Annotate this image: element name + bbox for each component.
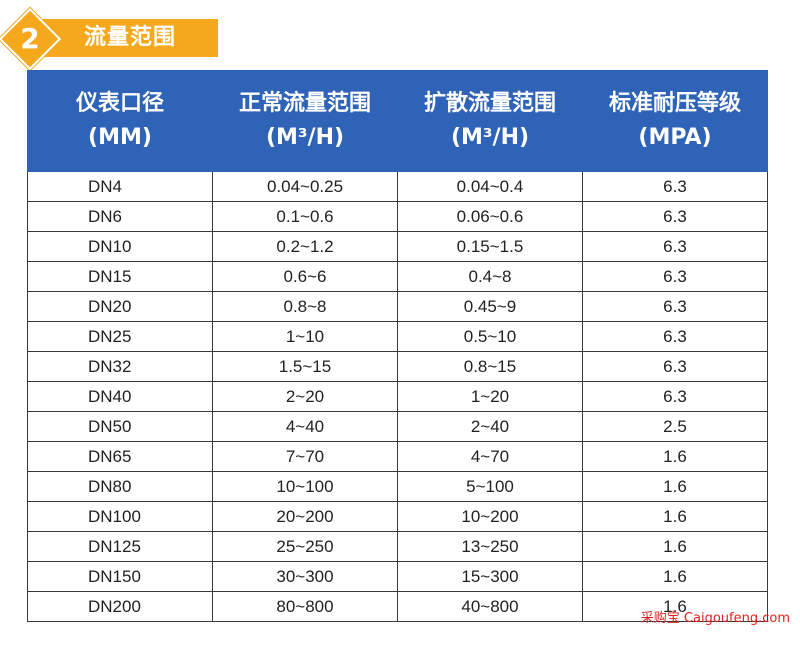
table-row: DN40 2~20 1~20 6.3 (27, 381, 768, 412)
cell-normal-flow: 20~200 (212, 501, 398, 532)
cell-caliber: DN40 (27, 381, 213, 412)
cell-extended-flow: 2~40 (397, 411, 583, 442)
header-normal-flow-label: 正常流量范围 (238, 91, 371, 116)
cell-pressure-rating: 1.6 (582, 531, 768, 562)
cell-pressure-rating: 6.3 (582, 321, 768, 352)
header-extended-flow-unit: (M³/H) (450, 125, 530, 150)
cell-pressure-rating: 1.6 (582, 441, 768, 472)
table-row: DN65 7~70 4~70 1.6 (27, 441, 768, 472)
cell-pressure-rating: 6.3 (582, 351, 768, 382)
cell-extended-flow: 4~70 (397, 441, 583, 472)
table-row: DN80 10~100 5~100 1.6 (27, 471, 768, 502)
cell-extended-flow: 0.8~15 (397, 351, 583, 382)
cell-pressure-rating: 6.3 (582, 381, 768, 412)
cell-extended-flow: 40~800 (397, 591, 583, 622)
cell-pressure-rating: 6.3 (582, 261, 768, 292)
cell-normal-flow: 10~100 (212, 471, 398, 502)
cell-extended-flow: 0.45~9 (397, 291, 583, 322)
cell-caliber: DN150 (27, 561, 213, 592)
cell-caliber: DN200 (27, 591, 213, 622)
cell-caliber: DN10 (27, 231, 213, 262)
table-row: DN150 30~300 15~300 1.6 (27, 561, 768, 592)
table-body: DN4 0.04~0.25 0.04~0.4 6.3 DN6 0.1~0.6 0.06~0.… (27, 171, 768, 622)
cell-pressure-rating: 6.3 (582, 171, 768, 202)
cell-pressure-rating: 6.3 (582, 201, 768, 232)
cell-caliber: DN25 (27, 321, 213, 352)
table-row: DN6 0.1~0.6 0.06~0.6 6.3 (27, 201, 768, 232)
cell-caliber: DN50 (27, 411, 213, 442)
table-row: DN32 1.5~15 0.8~15 6.3 (27, 351, 768, 382)
section-number: 2 (20, 22, 40, 55)
table-row: DN20 0.8~8 0.45~9 6.3 (27, 291, 768, 322)
section-title: 流量范围 (84, 25, 177, 50)
cell-extended-flow: 0.04~0.4 (397, 171, 583, 202)
cell-extended-flow: 13~250 (397, 531, 583, 562)
cell-normal-flow: 7~70 (212, 441, 398, 472)
cell-extended-flow: 0.06~0.6 (397, 201, 583, 232)
cell-normal-flow: 4~40 (212, 411, 398, 442)
header-caliber-label: 仪表口径 (75, 91, 164, 116)
cell-caliber: DN4 (27, 171, 213, 202)
header-pressure-rating-label: 标准耐压等级 (608, 91, 741, 116)
cell-extended-flow: 0.5~10 (397, 321, 583, 352)
cell-normal-flow: 0.2~1.2 (212, 231, 398, 262)
table-row: DN100 20~200 10~200 1.6 (27, 501, 768, 532)
header-extended-flow-label: 扩散流量范围 (423, 91, 556, 116)
table-row: DN25 1~10 0.5~10 6.3 (27, 321, 768, 352)
cell-pressure-rating: 1.6 (582, 471, 768, 502)
table-row: DN50 4~40 2~40 2.5 (27, 411, 768, 442)
header-normal-flow-unit: (M³/H) (265, 125, 345, 150)
cell-normal-flow: 30~300 (212, 561, 398, 592)
cell-extended-flow: 0.4~8 (397, 261, 583, 292)
cell-extended-flow: 15~300 (397, 561, 583, 592)
section-header: 2 流量范围 (0, 7, 220, 71)
cell-pressure-rating: 2.5 (582, 411, 768, 442)
header-extended-flow: 扩散流量范围 (M³/H) (397, 70, 583, 172)
cell-pressure-rating: 6.3 (582, 291, 768, 322)
table-header-row: 仪表口径 (MM) 正常流量范围 (M³/H) 扩散流量范围 (M³/H) 标准… (27, 70, 768, 172)
table-row: DN10 0.2~1.2 0.15~1.5 6.3 (27, 231, 768, 262)
header-pressure-rating: 标准耐压等级 (MPA) (582, 70, 768, 172)
cell-extended-flow: 1~20 (397, 381, 583, 412)
cell-pressure-rating: 1.6 (582, 591, 768, 622)
cell-normal-flow: 2~20 (212, 381, 398, 412)
cell-caliber: DN100 (27, 501, 213, 532)
cell-caliber: DN20 (27, 291, 213, 322)
table-row: DN125 25~250 13~250 1.6 (27, 531, 768, 562)
cell-caliber: DN125 (27, 531, 213, 562)
cell-caliber: DN80 (27, 471, 213, 502)
header-pressure-rating-unit: (MPA) (638, 125, 712, 150)
cell-normal-flow: 1~10 (212, 321, 398, 352)
cell-pressure-rating: 6.3 (582, 231, 768, 262)
cell-caliber: DN32 (27, 351, 213, 382)
header-normal-flow: 正常流量范围 (M³/H) (212, 70, 398, 172)
cell-pressure-rating: 1.6 (582, 501, 768, 532)
cell-extended-flow: 0.15~1.5 (397, 231, 583, 262)
flow-range-table: 仪表口径 (MM) 正常流量范围 (M³/H) 扩散流量范围 (M³/H) 标准… (27, 70, 768, 622)
table-row: DN4 0.04~0.25 0.04~0.4 6.3 (27, 171, 768, 202)
cell-pressure-rating: 1.6 (582, 561, 768, 592)
cell-caliber: DN6 (27, 201, 213, 232)
cell-extended-flow: 5~100 (397, 471, 583, 502)
table-row: DN200 80~800 40~800 1.6 (27, 591, 768, 622)
cell-normal-flow: 25~250 (212, 531, 398, 562)
cell-normal-flow: 0.8~8 (212, 291, 398, 322)
cell-normal-flow: 0.04~0.25 (212, 171, 398, 202)
cell-caliber: DN15 (27, 261, 213, 292)
table-row: DN15 0.6~6 0.4~8 6.3 (27, 261, 768, 292)
cell-caliber: DN65 (27, 441, 213, 472)
watermark-text: 采购宝 Caigoufeng.com (640, 611, 790, 626)
header-caliber: 仪表口径 (MM) (27, 70, 213, 172)
cell-normal-flow: 0.6~6 (212, 261, 398, 292)
cell-normal-flow: 0.1~0.6 (212, 201, 398, 232)
header-caliber-unit: (MM) (88, 125, 152, 150)
cell-normal-flow: 1.5~15 (212, 351, 398, 382)
cell-normal-flow: 80~800 (212, 591, 398, 622)
cell-extended-flow: 10~200 (397, 501, 583, 532)
